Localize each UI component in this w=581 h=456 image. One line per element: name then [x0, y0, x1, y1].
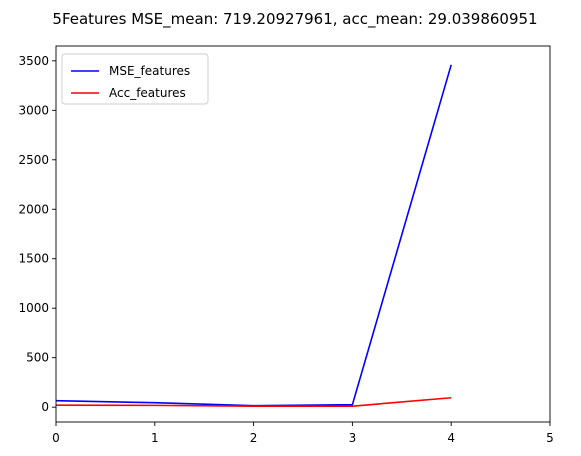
x-tick-label: 5 — [546, 431, 554, 445]
x-tick-label: 1 — [151, 431, 159, 445]
series-line-acc-features — [55, 396, 452, 407]
x-tick-label: 3 — [349, 431, 357, 445]
legend-box — [61, 53, 209, 105]
chart-title: 5Features MSE_mean: 719.20927961, acc_me… — [52, 10, 537, 29]
y-tick-label: 3500 — [18, 54, 49, 68]
y-tick-label: 0 — [41, 400, 49, 414]
x-tick-label: 4 — [447, 431, 455, 445]
x-tick-label: 0 — [52, 431, 60, 445]
y-tick-label: 1000 — [18, 301, 49, 315]
y-tick-label: 2500 — [18, 153, 49, 167]
legend-label: Acc_features — [109, 86, 186, 100]
axes-frame — [55, 45, 551, 423]
x-tick-label: 2 — [250, 431, 258, 445]
series-line-mse-features — [55, 64, 452, 407]
plot-area: 0 1 2 3 4 5 0 500 1000 1500 2000 2500 3000 3500 MSE_fe… — [18, 45, 554, 445]
legend-label: MSE_features — [109, 64, 190, 78]
y-tick-label: 1500 — [18, 252, 49, 266]
y-tick-label: 500 — [26, 351, 49, 365]
y-tick-label: 3000 — [18, 103, 49, 117]
y-tick-label: 2000 — [18, 202, 49, 216]
